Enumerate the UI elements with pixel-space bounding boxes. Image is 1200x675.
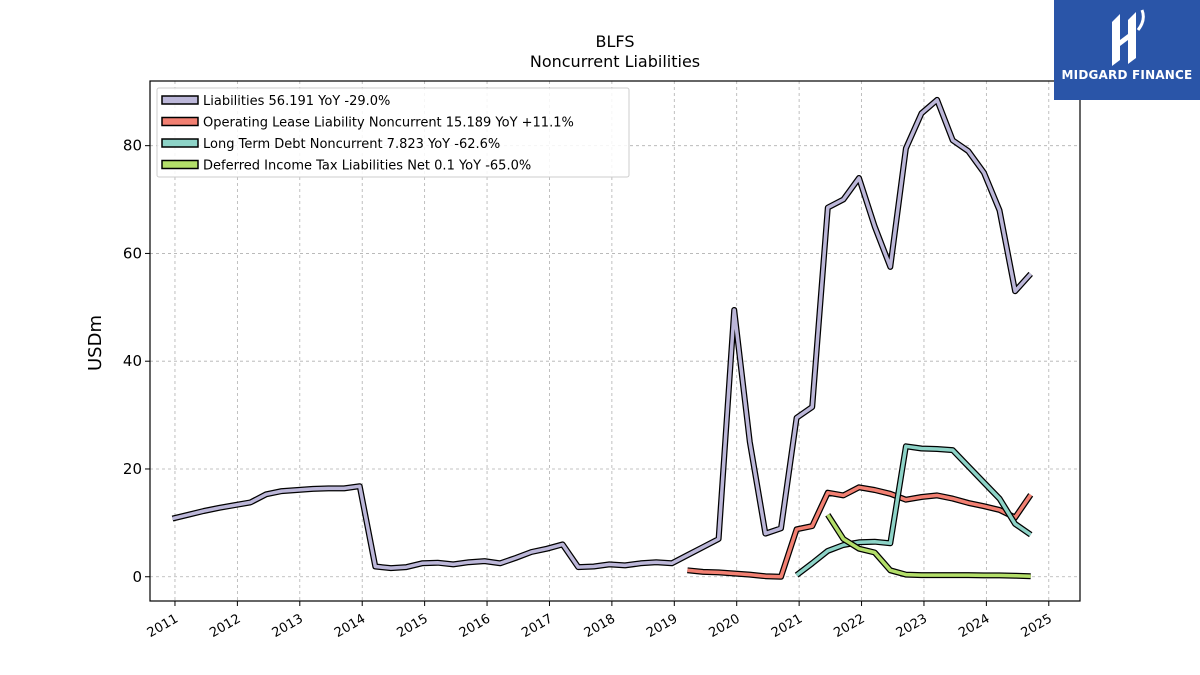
x-tick-label: 2020 [707,611,743,641]
series-2 [794,443,1033,578]
x-tick-label: 2017 [519,611,555,641]
legend-swatch [161,95,199,105]
series-0 [171,96,1033,572]
legend-box [156,87,630,178]
legend-label: Long Term Debt Noncurrent 7.823 YoY -62.… [203,137,500,152]
series-line [795,444,1032,577]
series-line [172,98,1032,570]
y-tick-label: 40 [123,352,142,370]
x-tick-label: 2012 [207,611,243,641]
x-tick-label: 2024 [956,611,992,641]
x-tick-label: 2011 [145,611,181,641]
x-tick-label: 2021 [769,611,805,641]
x-tick-label: 2014 [332,611,368,641]
series-1 [687,484,1034,580]
x-tick-label: 2013 [270,611,306,641]
y-tick-label: 60 [123,244,142,262]
logo-mark-icon [1112,9,1145,66]
chart-title: BLFS [596,32,635,51]
y-axis-label: USDm [85,315,106,371]
legend: Liabilities 56.191 YoY -29.0% Operating L… [156,87,630,178]
legend-item: Long Term Debt Noncurrent 7.823 YoY -62.… [161,137,500,152]
logo: MIDGARD FINANCE [1054,0,1200,100]
legend-swatch [161,159,199,170]
legend-item: Liabilities 56.191 YoY -29.0% [161,94,390,109]
chart-subtitle: Noncurrent Liabilities [530,52,700,71]
plot-frame [149,80,1081,602]
grid [150,81,1080,601]
y-tick-label: 80 [123,137,142,155]
legend-swatch [161,116,199,127]
series-3 [825,513,1031,580]
logo-text: MIDGARD FINANCE [1061,68,1193,82]
y-tick-label: 20 [123,460,142,478]
x-tick-label: 2023 [894,611,930,641]
series-line [826,513,1031,578]
x-tick-label: 2025 [1019,611,1055,641]
x-tick-label: 2018 [582,611,618,641]
x-tick-label: 2022 [831,611,867,641]
legend-label: Deferred Income Tax Liabilities Net 0.1 … [203,159,531,174]
x-tick-label: 2015 [394,611,430,641]
legend-label: Liabilities 56.191 YoY -29.0% [203,94,390,109]
y-tick-label: 0 [132,568,142,586]
legend-swatch [161,138,199,148]
x-tick-label: 2016 [457,611,493,641]
series-line-outline [825,513,1031,580]
legend-item: Operating Lease Liability Noncurrent 15.… [161,116,574,131]
x-tick-label: 2019 [644,611,680,641]
legend-item: Deferred Income Tax Liabilities Net 0.1 … [161,159,531,174]
series-line-outline [687,484,1034,580]
legend-label: Operating Lease Liability Noncurrent 15.… [203,116,574,131]
series-layer [171,96,1034,580]
series-line [687,485,1033,579]
